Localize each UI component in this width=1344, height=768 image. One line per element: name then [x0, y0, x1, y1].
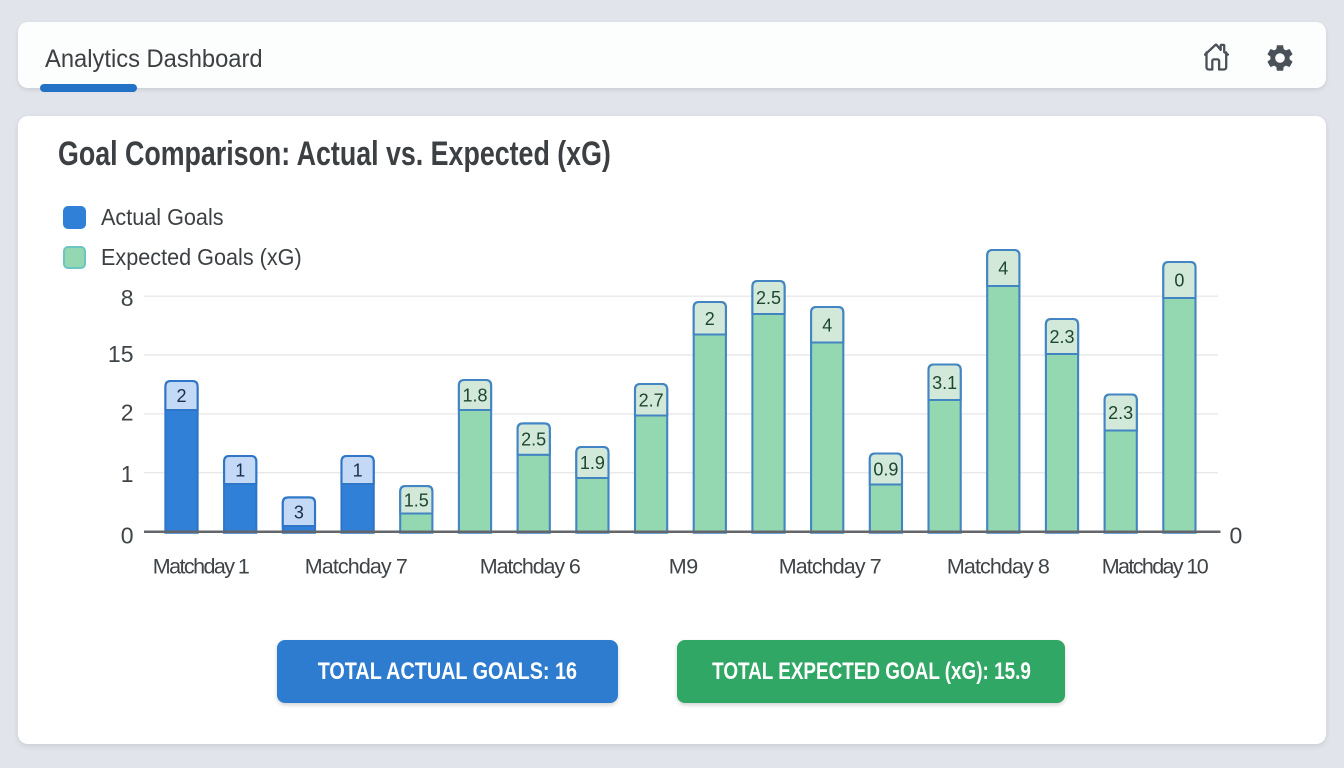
svg-text:Matchday 6: Matchday 6	[480, 555, 581, 579]
svg-text:1.8: 1.8	[462, 386, 487, 406]
svg-text:2: 2	[176, 386, 186, 406]
svg-text:4: 4	[822, 315, 832, 335]
svg-text:0: 0	[1230, 523, 1243, 549]
svg-text:2: 2	[705, 309, 715, 329]
svg-text:M9: M9	[669, 555, 699, 579]
svg-text:1: 1	[235, 461, 245, 481]
svg-text:2: 2	[121, 399, 134, 425]
svg-text:4: 4	[998, 259, 1008, 279]
svg-text:0.9: 0.9	[873, 460, 898, 480]
svg-text:1.9: 1.9	[580, 453, 605, 473]
svg-text:Matchday 10: Matchday 10	[1102, 555, 1209, 579]
svg-text:2.3: 2.3	[1049, 327, 1074, 347]
svg-text:2.3: 2.3	[1108, 403, 1133, 423]
svg-text:Matchday 8: Matchday 8	[947, 555, 1050, 579]
svg-text:3.1: 3.1	[932, 373, 957, 393]
svg-text:1: 1	[353, 461, 363, 481]
svg-text:15: 15	[108, 341, 134, 367]
svg-text:Matchday 7: Matchday 7	[305, 555, 408, 579]
svg-text:2.5: 2.5	[756, 288, 781, 308]
svg-text:2.7: 2.7	[639, 390, 664, 410]
svg-text:2.5: 2.5	[521, 430, 546, 450]
svg-text:1.5: 1.5	[404, 490, 429, 510]
svg-text:0: 0	[1174, 271, 1184, 291]
svg-text:0: 0	[121, 523, 134, 549]
svg-text:3: 3	[294, 502, 304, 522]
svg-text:1: 1	[121, 461, 134, 487]
svg-text:Matchday 7: Matchday 7	[779, 555, 882, 579]
svg-text:Matchday 1: Matchday 1	[153, 555, 250, 579]
svg-text:8: 8	[121, 285, 134, 311]
